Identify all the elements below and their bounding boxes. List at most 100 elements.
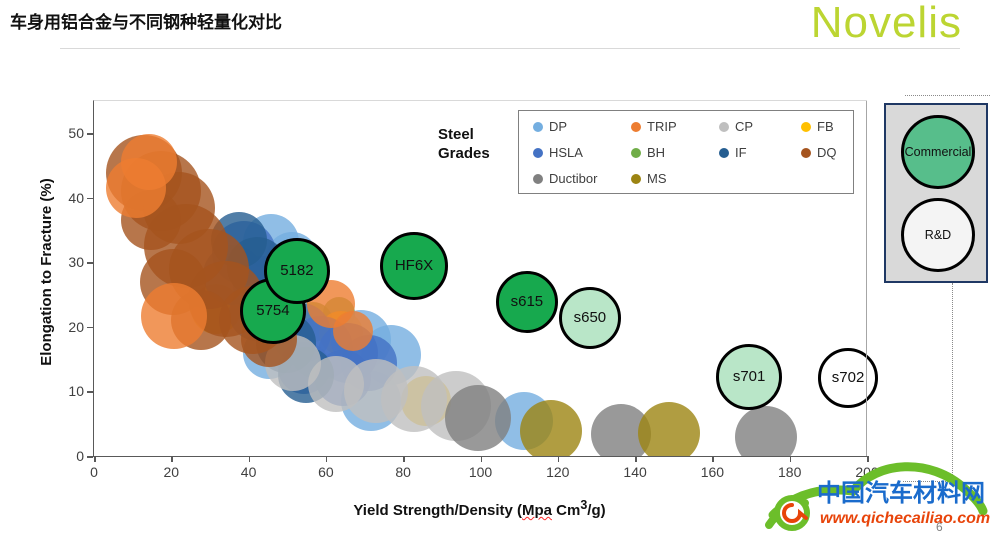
bubble-TRIP	[332, 310, 373, 351]
legend-label: DQ	[817, 145, 837, 160]
legend-label: IF	[735, 145, 747, 160]
y-tick	[87, 262, 93, 264]
x-tick	[867, 456, 869, 462]
legend-item-DP: DP	[533, 119, 567, 134]
legend-label: TRIP	[647, 119, 677, 134]
x-tick	[557, 456, 560, 462]
y-tick	[87, 133, 93, 135]
legend-dot-icon	[631, 147, 641, 158]
watermark-site-url: www.qichecailiao.com	[820, 510, 990, 527]
alloy-bubble-s701: s701	[716, 343, 783, 410]
x-tick-label: 140	[623, 464, 647, 480]
legend-item-DQ: DQ	[801, 145, 837, 160]
legend-item-CP: CP	[719, 119, 753, 134]
x-tick	[635, 456, 637, 462]
x-tick-label: 120	[546, 464, 570, 480]
slide-title: 车身用铝合金与不同钢种轻量化对比	[10, 13, 282, 32]
y-tick-label: 20	[68, 318, 84, 335]
annotation-layer: 5754 5182 HF6X s615 s650 s701 s702	[94, 101, 879, 456]
alloy-bubble-s615: s615	[495, 270, 558, 333]
y-tick-label: 10	[68, 383, 84, 400]
legend-label: MS	[647, 171, 667, 186]
x-tick-label: 0	[90, 464, 98, 480]
header-divider	[60, 48, 960, 49]
marquee-line-bottom	[903, 481, 952, 482]
watermark-site-name: 中国汽车材料网	[817, 479, 985, 507]
legend-item-BH: BH	[631, 145, 665, 160]
alloy-bubble-s702: s702	[818, 347, 879, 408]
legend-title: Steel Grades	[438, 126, 490, 162]
bubble-MS	[638, 401, 701, 456]
legend-dot-icon	[801, 147, 811, 158]
bubble-layer	[94, 101, 867, 456]
x-tick	[325, 456, 328, 462]
legend-label: HSLA	[549, 145, 583, 160]
legend-item-TRIP: TRIP	[631, 119, 677, 134]
legend-label: BH	[647, 145, 666, 160]
legend-label: CP	[735, 119, 754, 134]
x-tick	[94, 456, 96, 462]
legend-dot-icon	[533, 147, 543, 158]
x-tick	[171, 456, 173, 462]
bubble-TRIP	[141, 282, 207, 349]
legend-label: FB	[817, 119, 834, 134]
y-tick-label: 50	[68, 125, 84, 142]
y-tick-label: 40	[68, 189, 84, 206]
x-axis-title-part: Yield Strength/Density (	[353, 502, 522, 519]
legend-item-MS: MS	[631, 171, 667, 186]
legend-item-Ductibor: Ductibor	[533, 171, 597, 186]
x-tick-label: 40	[240, 464, 257, 480]
y-tick	[87, 197, 93, 200]
x-tick	[712, 456, 714, 462]
legend-dot-icon	[801, 121, 811, 132]
page-number: 6	[936, 520, 943, 534]
x-tick-label: 80	[395, 464, 411, 480]
x-tick	[480, 456, 482, 462]
commercial-rd-legend: Commercial R&D	[884, 103, 988, 283]
highlight-circle-Commercial: Commercial	[901, 115, 975, 189]
marquee-line-vertical	[952, 283, 953, 481]
steel-grades-legend: DP TRIP CP FB HSLA BH IF DQ Ductibor MS	[518, 110, 854, 194]
marquee-line-top	[905, 95, 990, 96]
x-axis-title-sup: 3	[580, 498, 588, 512]
y-tick-label: 0	[76, 448, 84, 464]
x-tick	[248, 456, 251, 462]
bubble-MS	[519, 399, 582, 456]
watermark-q-ring	[774, 495, 810, 531]
x-axis-title-part: Cm	[552, 502, 581, 519]
x-tick	[789, 456, 792, 462]
x-tick-label: 20	[163, 464, 180, 480]
x-axis-title: Yield Strength/Density (Mpa Cm3/g)	[93, 498, 866, 519]
x-tick-label: 180	[778, 464, 802, 480]
legend-dot-icon	[631, 121, 641, 132]
watermark-q-hook	[782, 503, 808, 523]
legend-item-FB: FB	[801, 119, 834, 134]
x-tick-label: 100	[468, 464, 493, 480]
bubble-Ductibor	[445, 384, 512, 451]
qichecailiao-watermark: 中国汽车材料网 www.qichecailiao.com	[765, 462, 990, 531]
legend-label: DP	[549, 119, 568, 134]
x-axis-title-part: /g)	[587, 502, 606, 519]
legend-item-IF: IF	[719, 145, 747, 160]
legend-dot-icon	[719, 147, 729, 158]
x-tick	[403, 456, 405, 462]
x-axis-title-misspelled: Mpa	[522, 502, 552, 519]
plot-right-border	[866, 101, 867, 456]
alloy-bubble-HF6X: HF6X	[380, 231, 449, 300]
alloy-bubble-5182: 5182	[263, 237, 330, 304]
legend-dot-icon	[533, 121, 543, 132]
bubble-TRIP	[106, 158, 167, 219]
plot-area: 5754 5182 HF6X s615 s650 s701 s702 0 20 40 60 80 10…	[68, 100, 879, 480]
legend-dot-icon	[719, 121, 729, 132]
y-tick-label: 30	[68, 254, 84, 271]
legend-item-HSLA: HSLA	[533, 145, 583, 160]
bubble-Ductibor	[735, 405, 798, 456]
y-tick	[87, 326, 93, 329]
highlight-circle-R&D: R&D	[901, 198, 975, 272]
y-tick	[87, 391, 93, 393]
watermark-car-roof	[768, 462, 988, 520]
x-tick-label: 160	[700, 464, 725, 480]
alloy-bubble-s650: s650	[558, 286, 621, 349]
legend-dot-icon	[631, 173, 641, 184]
x-tick-label: 60	[318, 464, 334, 480]
